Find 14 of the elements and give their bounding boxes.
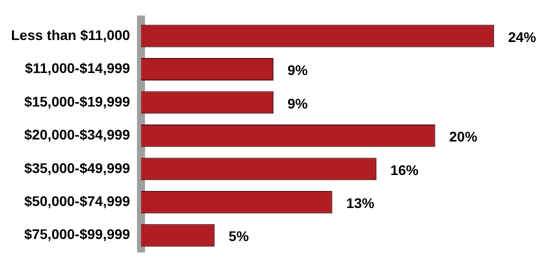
data-label: 16% xyxy=(390,162,419,178)
y-tick-label: $75,000-$99,999 xyxy=(24,226,130,242)
data-label: 5% xyxy=(228,228,250,244)
data-label: 24% xyxy=(508,28,537,45)
data-label: 9% xyxy=(287,95,308,112)
data-label: 20% xyxy=(449,128,478,145)
y-tick-label: $20,000-$34,999 xyxy=(24,126,130,143)
data-label: 13% xyxy=(346,195,375,212)
y-tick-label: $35,000-$49,999 xyxy=(24,160,130,176)
data-label: 9% xyxy=(287,62,308,78)
y-tick-label: $50,000-$74,999 xyxy=(24,193,130,210)
y-tick-label: $15,000-$19,999 xyxy=(24,93,130,110)
y-tick-label: $11,000-$14,999 xyxy=(24,60,130,76)
y-tick-label: Less than $11,000 xyxy=(10,26,130,43)
